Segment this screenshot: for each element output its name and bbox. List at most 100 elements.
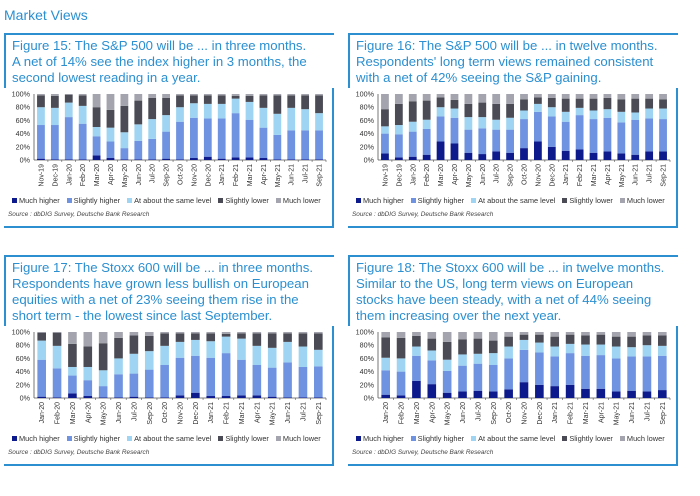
legend-item-slightly-higher: Slightly higher [410, 196, 465, 205]
bar-segment-at-about-the-same-level [565, 343, 575, 354]
y-tick-label: 20% [16, 142, 31, 151]
bar-segment-at-about-the-same-level [221, 336, 231, 354]
bar-segment-slightly-higher [534, 111, 542, 142]
bar-segment-much-higher [217, 158, 226, 160]
legend-label: Slightly higher [417, 196, 465, 205]
bar-segment-much-lower [617, 94, 626, 100]
bar-segment-at-about-the-same-level [611, 346, 621, 359]
bar-segment-much-higher [506, 152, 514, 160]
bar-segment-much-lower [37, 94, 45, 96]
bar-segment-slightly-higher [37, 125, 45, 159]
bar-segment-much-lower [190, 94, 198, 96]
bar-segment-slightly-lower [589, 98, 598, 111]
bar-segment-slightly-lower [519, 334, 529, 340]
bar-segment-much-lower [68, 332, 77, 344]
bar-segment-much-lower [217, 94, 226, 96]
bar-segment-slightly-higher [273, 134, 282, 160]
bar-segment-slightly-higher [245, 119, 254, 158]
legend-swatch [562, 436, 568, 441]
legend-label: Much higher [363, 196, 404, 205]
bar-segment-much-higher [160, 397, 169, 398]
bar-segment-much-lower [252, 332, 262, 334]
bar-segment-at-about-the-same-level [520, 110, 528, 120]
bar-segment-slightly-higher [581, 355, 590, 389]
x-tick-label: Sep-21 [660, 402, 667, 425]
bar-segment-slightly-higher [191, 355, 200, 393]
bar-segment-at-about-the-same-level [129, 353, 139, 374]
bar-segment-slightly-higher [252, 365, 262, 396]
bar-segment-much-higher [50, 159, 59, 160]
bar-segment-at-about-the-same-level [631, 112, 640, 120]
bar-segment-much-lower [458, 332, 467, 340]
bar-segment-much-higher [203, 156, 212, 160]
legend-item-much-higher: Much higher [12, 434, 60, 443]
bar-segment-much-lower [520, 94, 528, 100]
figure-17-subtitle: Respondents have grown less bullish on E… [12, 276, 309, 323]
bar-segment-much-higher [259, 158, 268, 160]
bar-segment-slightly-higher [203, 118, 212, 157]
bar-segment-much-lower [611, 332, 621, 337]
x-tick-label: Nov-20 [535, 164, 542, 187]
bar-segment-much-lower [106, 94, 115, 110]
bar-segment-at-about-the-same-level [408, 121, 417, 132]
bar-segment-slightly-lower [283, 333, 292, 342]
bar-segment-slightly-lower [504, 336, 513, 347]
legend-item-same-level: At about the same level [127, 434, 211, 443]
figure-18-chart: 0% 20% 40% 60% 80% 100% Jan-20 Feb-20 Mar-20 Apr-… [356, 328, 671, 425]
x-tick-label: Mar-20 [94, 164, 101, 186]
bar-segment-at-about-the-same-level [642, 345, 652, 357]
bar-segment-at-about-the-same-level [191, 339, 200, 356]
bar-segment-much-higher [464, 152, 473, 160]
bar-segment-slightly-higher [488, 365, 498, 392]
bar-segment-at-about-the-same-level [52, 345, 62, 369]
bar-segment-at-about-the-same-level [450, 108, 459, 118]
figure-18-subtitle: Similar to the US, long term views on Eu… [356, 276, 652, 323]
figure-17-header: Figure 17: The Stoxx 600 will be ... in … [4, 255, 334, 326]
legend-swatch [218, 436, 224, 441]
bar-segment-slightly-lower [160, 333, 169, 346]
bar-segment-slightly-higher [50, 125, 59, 160]
bar-segment-slightly-lower [252, 333, 262, 346]
x-tick-label: May-21 [275, 164, 282, 187]
x-tick-label: Jun-21 [285, 402, 292, 424]
bar-segment-much-higher [120, 159, 129, 160]
page-title: Market Views [4, 7, 88, 23]
bar-segment-slightly-lower [520, 99, 528, 111]
bar-segment-slightly-higher [144, 369, 154, 398]
bar-segment-slightly-lower [148, 97, 157, 120]
legend-item-much-lower: Much lower [275, 196, 321, 205]
bar-segment-slightly-lower [617, 99, 626, 112]
bar-segment-slightly-higher [611, 358, 621, 392]
bar-segment-slightly-lower [206, 333, 216, 342]
bar-segment-slightly-lower [287, 95, 296, 108]
bar-segment-slightly-higher [287, 130, 296, 160]
legend-item-slightly-higher: Slightly higher [410, 434, 464, 443]
bar-segment-much-lower [442, 332, 452, 342]
bar-segment-slightly-lower [427, 338, 437, 351]
bar-segment-much-lower [237, 332, 246, 334]
bar-segment-much-lower [381, 332, 390, 338]
bar-segment-slightly-lower [394, 103, 403, 126]
bar-segment-at-about-the-same-level [617, 111, 626, 123]
bar-segment-much-higher [245, 157, 254, 160]
bar-segment-slightly-higher [427, 360, 437, 385]
x-tick-label: Sep-21 [316, 402, 323, 425]
bar-segment-slightly-lower [492, 103, 501, 120]
figure-17-source: Source : dbDIG Survey, Deutsche Bank Res… [8, 449, 150, 456]
bar-segment-at-about-the-same-level [83, 366, 93, 381]
bar-segment-at-about-the-same-level [535, 342, 544, 353]
x-tick-label: Feb-21 [568, 402, 575, 424]
bar-segment-much-lower [176, 94, 184, 96]
figure-16-title: Figure 16: The S&P 500 will be ... in tw… [356, 38, 658, 53]
bar-segment-slightly-lower [221, 333, 231, 337]
bar-segment-slightly-lower [603, 97, 612, 110]
bar-segment-at-about-the-same-level [283, 341, 292, 363]
x-tick-label: Jan-20 [383, 402, 390, 424]
bar-segment-much-higher [534, 141, 542, 160]
bar-segment-at-about-the-same-level [627, 347, 636, 357]
bar-segment-slightly-higher [298, 366, 308, 398]
bar-segment-much-higher [627, 390, 636, 398]
bar-segment-at-about-the-same-level [120, 132, 129, 149]
figure-16-subtitle: Respondents' long term views remained co… [356, 54, 654, 85]
legend-label: Much higher [19, 434, 60, 443]
